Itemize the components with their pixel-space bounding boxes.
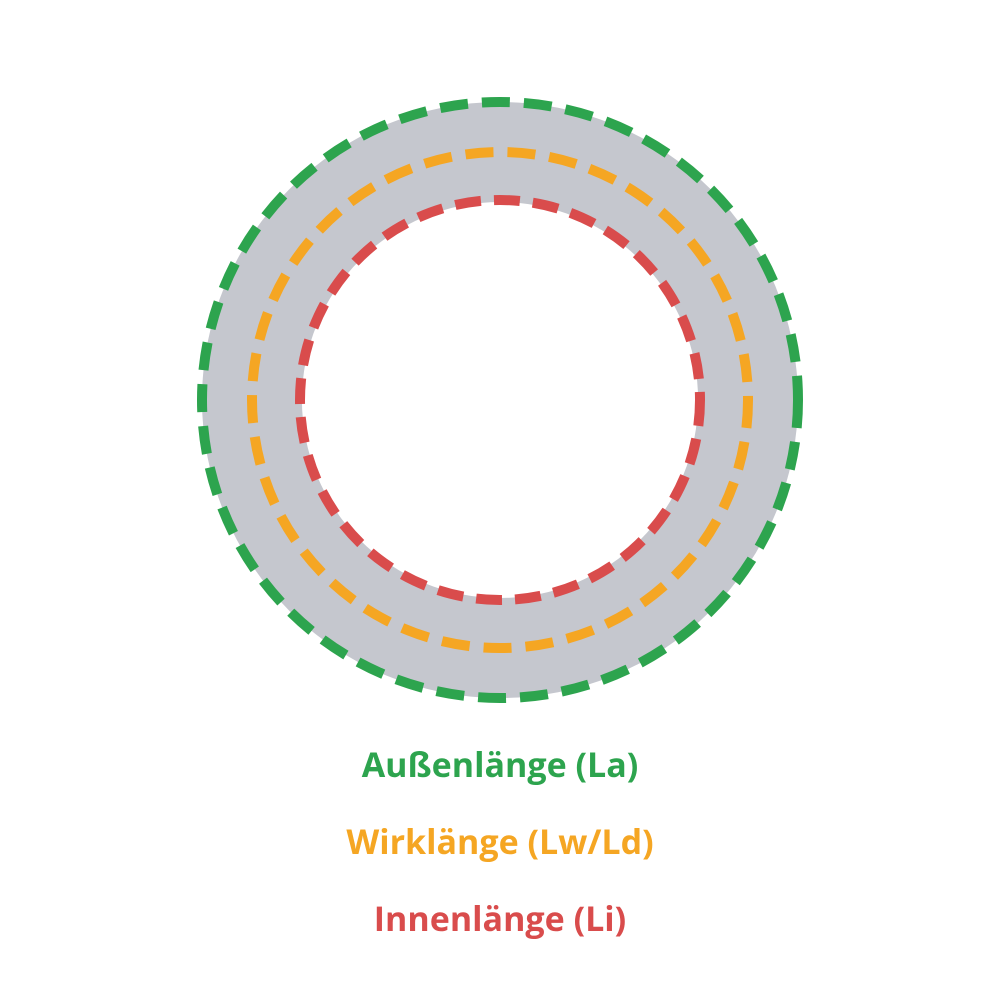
legend-effective-length: Wirklänge (Lw/Ld) [0,821,1000,862]
legend-outer-length: Außenlänge (La) [0,744,1000,785]
legend-effective-label: Wirklänge (Lw/Ld) [346,818,653,864]
legend-inner-length: Innenlänge (Li) [0,898,1000,939]
legend-outer-label: Außenlänge (La) [362,741,639,787]
legend-inner-label: Innenlänge (Li) [374,895,626,941]
diagram-stage: Außenlänge (La) Wirklänge (Lw/Ld) Innenl… [0,0,1000,1000]
inner-length-ring [300,200,700,600]
